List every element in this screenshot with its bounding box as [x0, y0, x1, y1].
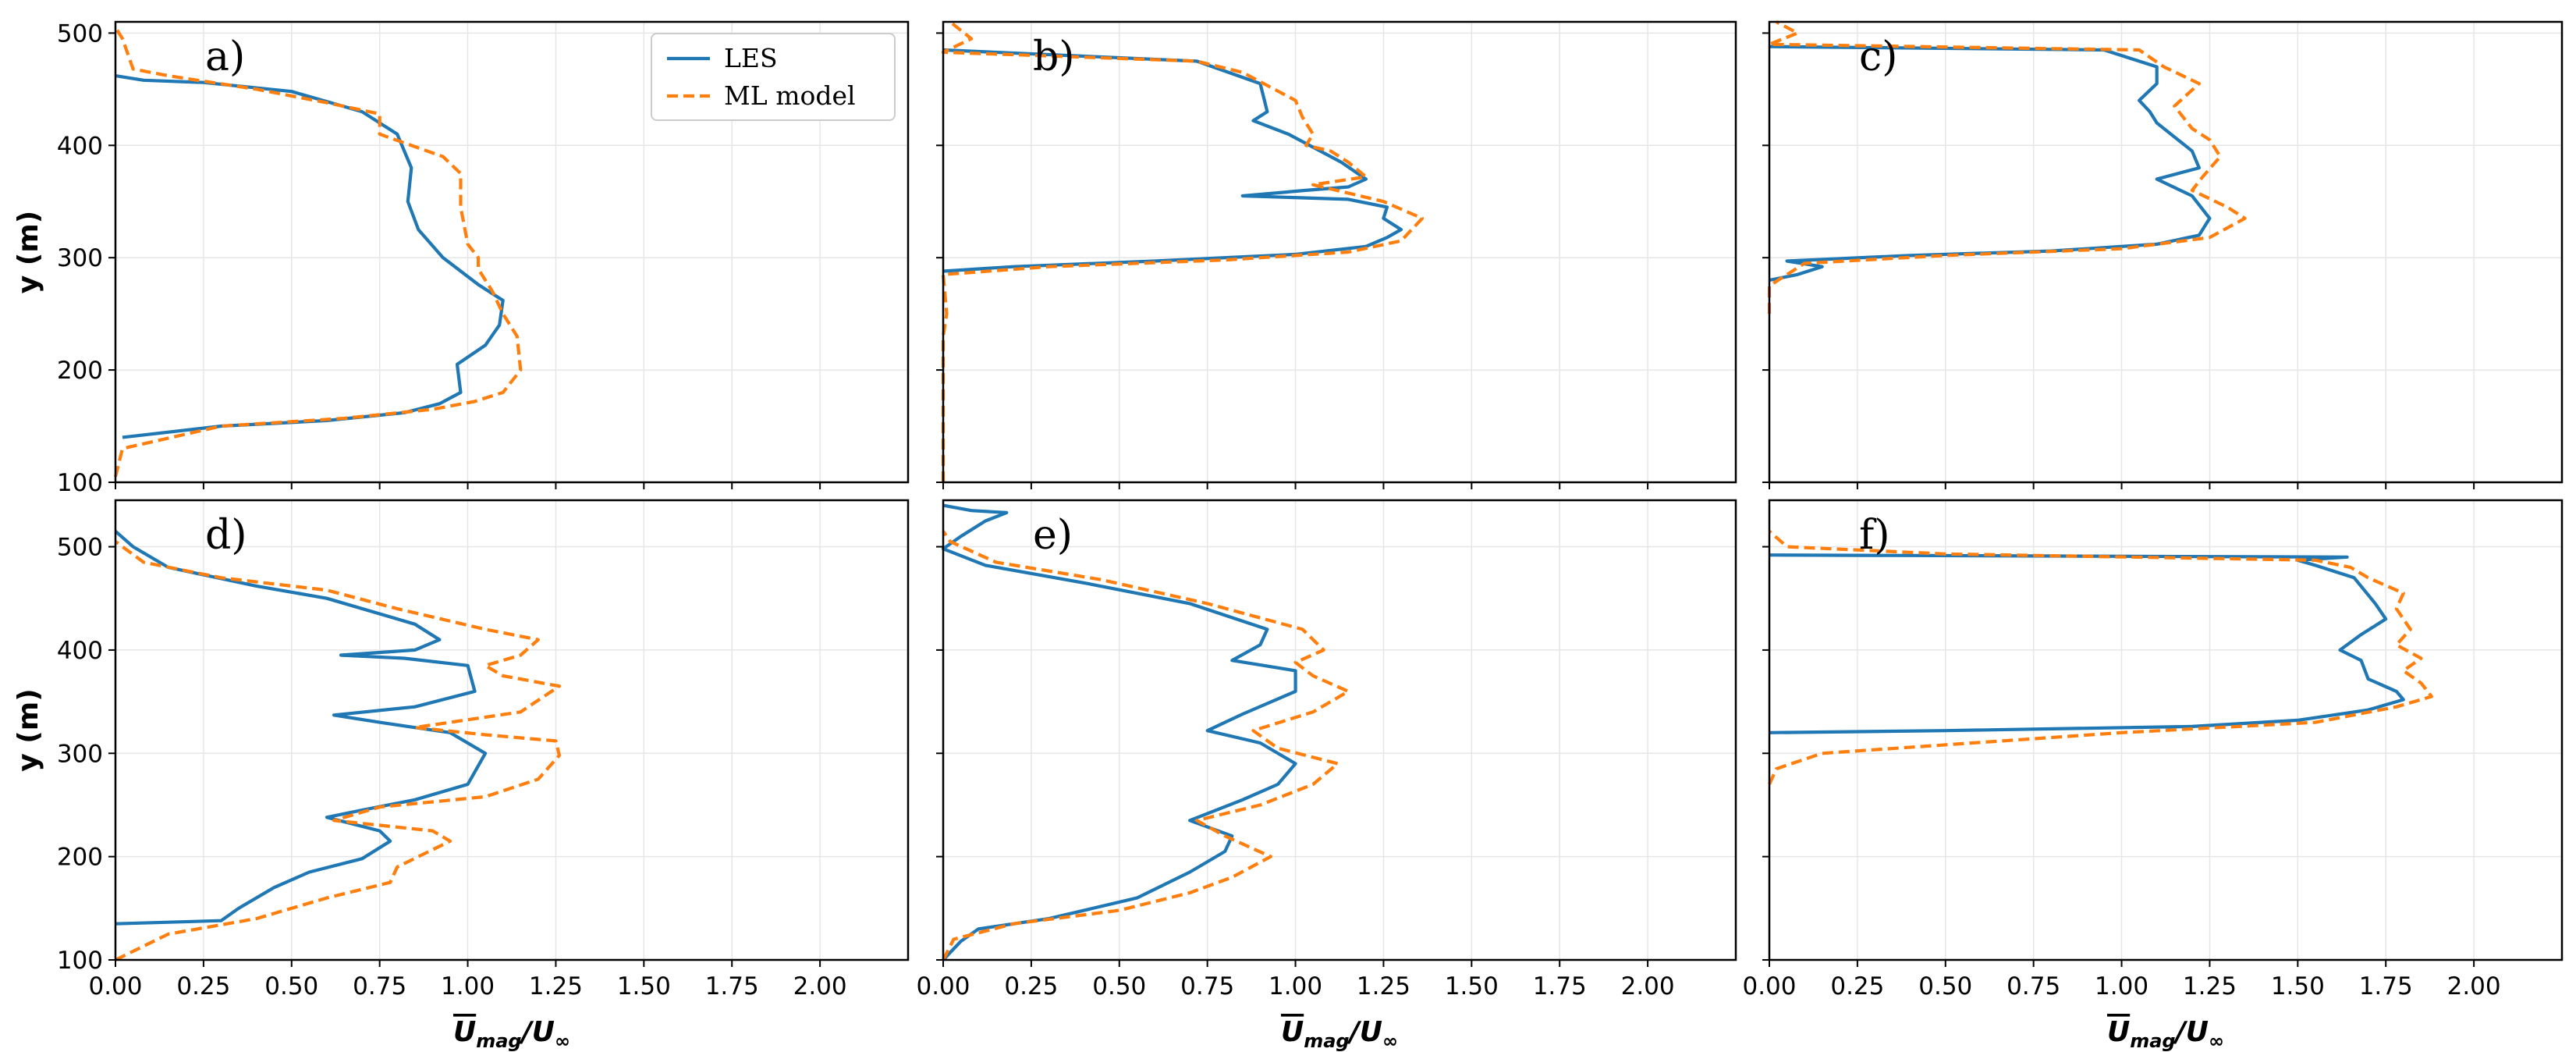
x-tick-label: 0.00	[916, 972, 970, 1000]
x-tick-label: 1.50	[617, 972, 671, 1000]
x-tick-label: 2.00	[1621, 972, 1675, 1000]
panel-5: 0.00 0.25 0.50 0.75 1.00 1.25 1.50 1.75 2.00 e) Um…	[916, 499, 1737, 1052]
y-tick-label: 500	[57, 20, 103, 48]
axes-frame	[942, 499, 1737, 961]
les-series-line	[942, 48, 1403, 273]
x-tick-label: 0.75	[2007, 972, 2060, 1000]
ml-model-series-line	[113, 27, 523, 478]
legend: LES ML model	[651, 33, 896, 121]
legend-les-label: LES	[724, 43, 778, 73]
x-tick-label: 0.75	[1180, 972, 1234, 1000]
panel-3: c)	[1762, 20, 2564, 489]
legend-box	[651, 33, 896, 121]
y-tick-label: 400	[57, 132, 103, 160]
panel-6: 0.00 0.25 0.50 0.75 1.00 1.25 1.50 1.75 2.00 f) Um…	[1742, 499, 2564, 1052]
axes-frame	[1768, 20, 2564, 484]
y-axis-label: y (m)	[12, 211, 44, 293]
ml-model-series-line	[1768, 530, 2433, 785]
y-tick-label: 400	[57, 637, 103, 665]
panel-label: f)	[1859, 512, 1890, 559]
ml-model-series-line	[942, 530, 1350, 961]
ml-model-series-line	[941, 20, 1425, 482]
les-series-line	[1769, 44, 2212, 283]
x-tick-label: 1.00	[1268, 972, 1322, 1000]
y-tick-label: 200	[57, 357, 103, 385]
x-tick-label: 1.00	[441, 972, 495, 1000]
y-tick-label: 200	[57, 844, 103, 872]
panel-label: e)	[1033, 512, 1073, 559]
x-tick-label: 1.75	[705, 972, 759, 1000]
panel-4: 0.00 0.25 0.50 0.75 1.00 1.25 1.50 1.75 2.00 100 2…	[12, 499, 910, 1052]
les-series-line	[1769, 553, 2405, 734]
x-tick-label: 0.25	[1004, 972, 1058, 1000]
panel-label: b)	[1033, 34, 1075, 80]
axes-frame	[1768, 499, 2564, 961]
les-series-line	[941, 503, 1297, 961]
y-tick-label: 300	[57, 244, 103, 272]
x-tick-label: 0.75	[353, 972, 406, 1000]
x-tick-label: 0.50	[1092, 972, 1146, 1000]
x-tick-label: 1.75	[2359, 972, 2413, 1000]
axes-frame	[114, 499, 910, 961]
x-tick-label: 0.50	[264, 972, 318, 1000]
axes-frame	[114, 20, 910, 484]
x-tick-label: 0.25	[176, 972, 230, 1000]
y-tick-label: 300	[57, 740, 103, 768]
x-tick-label: 1.50	[2271, 972, 2325, 1000]
ml-model-series-line	[1767, 20, 2247, 315]
x-tick-label: 0.00	[88, 972, 142, 1000]
x-tick-label: 0.25	[1830, 972, 1884, 1000]
x-axis-label: Umag/U∞	[453, 1016, 570, 1052]
x-tick-label: 1.50	[1445, 972, 1499, 1000]
panel-label: d)	[205, 512, 247, 559]
y-tick-label: 500	[57, 534, 103, 562]
x-tick-label: 0.00	[1742, 972, 1796, 1000]
panel-label: a)	[205, 34, 245, 80]
axes-frame	[942, 20, 1737, 484]
y-tick-label: 100	[57, 469, 103, 497]
panel-label: c)	[1859, 34, 1897, 80]
y-axis-label: y (m)	[12, 688, 44, 771]
x-tick-label: 1.75	[1533, 972, 1587, 1000]
x-tick-label: 1.25	[1357, 972, 1410, 1000]
x-tick-label: 2.00	[793, 972, 847, 1000]
les-series-line	[114, 530, 488, 926]
ml-model-series-line	[114, 540, 562, 961]
les-series-line	[115, 74, 505, 439]
legend-ml-label: ML model	[724, 80, 856, 111]
x-axis-label: Umag/U∞	[1281, 1016, 1398, 1052]
panel-2: b)	[936, 20, 1737, 489]
x-axis-label: Umag/U∞	[2107, 1016, 2224, 1052]
x-tick-label: 1.00	[2095, 972, 2148, 1000]
x-tick-label: 2.00	[2447, 972, 2501, 1000]
x-tick-label: 1.25	[529, 972, 583, 1000]
y-tick-label: 100	[57, 947, 103, 975]
x-tick-label: 0.50	[1918, 972, 1972, 1000]
x-tick-label: 1.25	[2183, 972, 2237, 1000]
